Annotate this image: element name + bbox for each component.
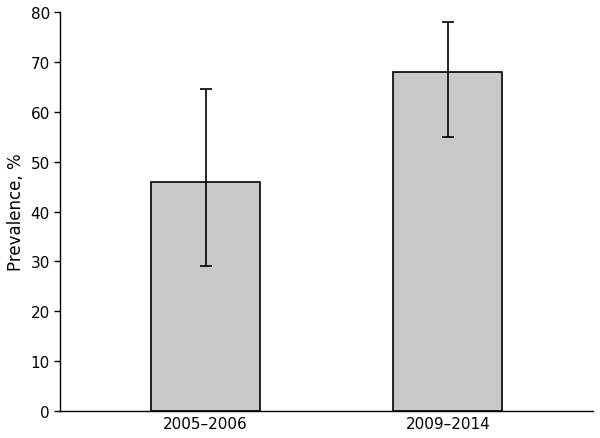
Y-axis label: Prevalence, %: Prevalence, %: [7, 153, 25, 271]
Bar: [151, 182, 260, 411]
Bar: [393, 73, 502, 411]
